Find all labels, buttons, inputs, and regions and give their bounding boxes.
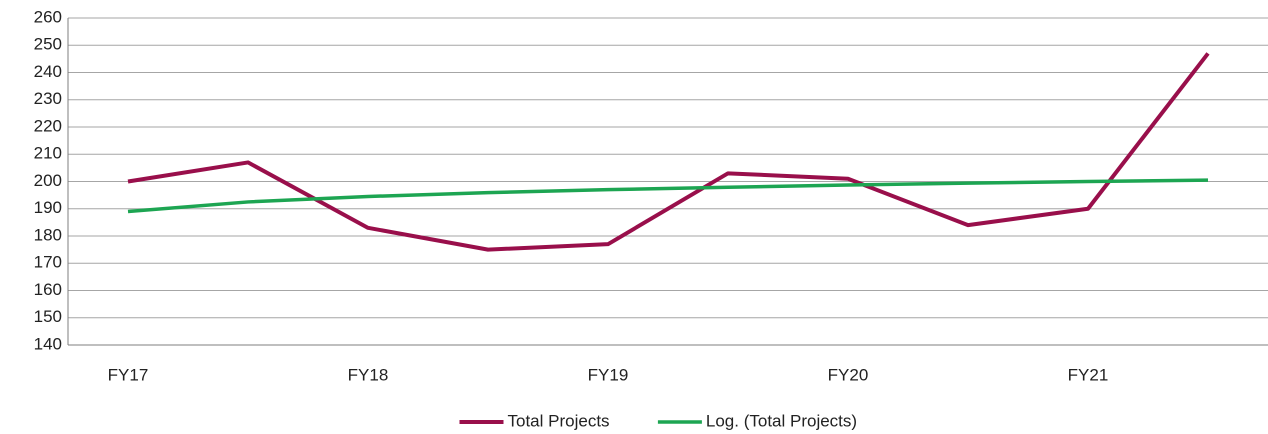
x-tick-label: FY18	[348, 365, 389, 384]
y-tick-label: 160	[34, 280, 62, 299]
legend-label: Log. (Total Projects)	[706, 411, 857, 430]
y-tick-label: 220	[34, 116, 62, 135]
x-tick-label: FY20	[828, 365, 869, 384]
series-line	[127, 178, 1209, 214]
y-tick-label: 210	[34, 144, 62, 163]
x-tick-label: FY21	[1068, 365, 1109, 384]
y-tick-label: 170	[34, 253, 62, 272]
y-tick-label: 250	[34, 35, 62, 54]
x-tick-label: FY19	[588, 365, 629, 384]
y-tick-label: 140	[34, 334, 62, 353]
y-tick-label: 260	[34, 7, 62, 26]
series-line	[127, 52, 1210, 252]
x-tick-label: FY17	[108, 365, 149, 384]
y-tick-label: 180	[34, 225, 62, 244]
y-tick-label: 240	[34, 62, 62, 81]
y-tick-label: 200	[34, 171, 62, 190]
y-tick-label: 190	[34, 198, 62, 217]
legend-label: Total Projects	[508, 411, 610, 430]
y-tick-label: 150	[34, 307, 62, 326]
y-tick-label: 230	[34, 89, 62, 108]
